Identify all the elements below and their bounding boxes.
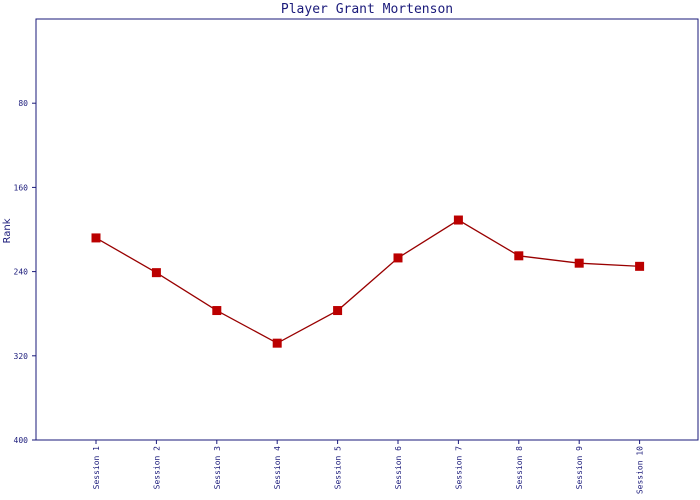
x-tick-label: Session 9 <box>575 446 584 490</box>
y-tick-label: 160 <box>14 183 29 192</box>
x-tick-label: Session 2 <box>152 446 161 490</box>
y-tick-label: 400 <box>14 436 29 445</box>
x-tick-label: Session 6 <box>394 446 403 490</box>
x-tick-label: Session 5 <box>334 446 343 490</box>
data-point-marker <box>91 233 101 243</box>
data-point-marker <box>574 258 584 268</box>
y-axis-label: Rank <box>2 218 13 243</box>
y-tick-label: 80 <box>18 99 28 108</box>
data-point-marker <box>453 215 463 225</box>
x-tick-label: Session 4 <box>273 446 282 490</box>
y-axis-ticks: 80 160 240 320 400 <box>14 99 36 445</box>
data-point-marker <box>212 306 222 316</box>
chart-title: Player Grant Mortenson <box>281 2 453 17</box>
x-tick-label: Session 8 <box>515 446 524 490</box>
data-point-marker <box>514 251 524 261</box>
x-tick-label: Session 10 <box>636 446 645 494</box>
data-point-marker <box>151 268 161 278</box>
y-tick-label: 240 <box>14 268 29 277</box>
data-point-marker <box>393 253 403 263</box>
data-point-marker <box>272 338 282 348</box>
x-axis-ticks: Session 1 Session 2 Session 3 Session 4 Sess… <box>92 440 645 494</box>
series-layer <box>91 215 645 348</box>
data-point-marker <box>635 261 645 271</box>
plot-area <box>35 18 699 441</box>
series-line <box>95 219 640 344</box>
data-point-marker <box>333 306 343 316</box>
y-tick-label: 320 <box>14 352 29 361</box>
x-tick-label: Session 3 <box>213 446 222 490</box>
x-tick-label: Session 1 <box>92 446 101 490</box>
x-tick-label: Session 7 <box>454 446 463 490</box>
